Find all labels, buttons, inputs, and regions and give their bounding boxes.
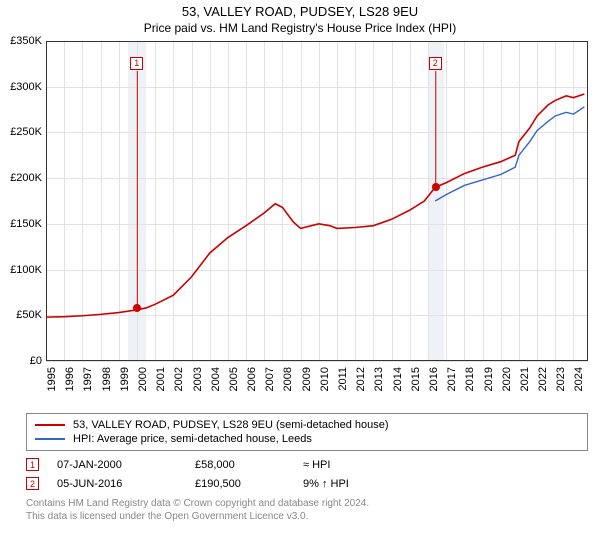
x-tick-label: 2012	[355, 367, 367, 391]
x-tick-label: 1996	[64, 367, 76, 391]
x-tick-label: 2013	[373, 367, 385, 391]
transaction-delta: ≈ HPI	[303, 459, 330, 471]
x-tick-label: 1998	[101, 367, 113, 391]
legend-label: HPI: Average price, semi-detached house,…	[73, 433, 312, 445]
x-tick-label: 2019	[483, 367, 495, 391]
footnote: Contains HM Land Registry data © Crown c…	[26, 497, 588, 523]
series-hpi	[435, 107, 584, 201]
x-tick-label: 2023	[555, 367, 567, 391]
chart-subtitle: Price paid vs. HM Land Registry's House …	[0, 19, 600, 41]
price-chart: £0£50K£100K£150K£200K£250K£300K£350K12	[46, 41, 588, 361]
x-tick-label: 2022	[537, 367, 549, 391]
x-tick-label: 2001	[155, 367, 167, 391]
chart-legend: 53, VALLEY ROAD, PUDSEY, LS28 9EU (semi-…	[26, 413, 588, 451]
transaction-delta: 9% ↑ HPI	[303, 478, 349, 490]
x-tick-label: 1997	[82, 367, 94, 391]
x-tick-label: 2000	[137, 367, 149, 391]
y-tick-label: £0	[0, 355, 42, 367]
transaction-price: £58,000	[195, 459, 285, 471]
series-price_paid	[46, 94, 584, 317]
x-tick-label: 2024	[573, 367, 585, 391]
x-tick-label: 2017	[446, 367, 458, 391]
x-tick-label: 2010	[319, 367, 331, 391]
y-tick-label: £200K	[0, 172, 42, 184]
y-tick-label: £100K	[0, 264, 42, 276]
x-tick-label: 2003	[192, 367, 204, 391]
legend-label: 53, VALLEY ROAD, PUDSEY, LS28 9EU (semi-…	[73, 419, 389, 431]
x-tick-label: 2005	[228, 367, 240, 391]
chart-title: 53, VALLEY ROAD, PUDSEY, LS28 9EU	[0, 0, 600, 19]
x-tick-label: 2020	[501, 367, 513, 391]
x-tick-label: 2007	[264, 367, 276, 391]
footnote-line2: This data is licensed under the Open Gov…	[26, 510, 588, 523]
legend-swatch	[35, 424, 65, 426]
y-tick-label: £250K	[0, 126, 42, 138]
transaction-row: 1 07-JAN-2000 £58,000 ≈ HPI	[26, 455, 588, 474]
footnote-line1: Contains HM Land Registry data © Crown c…	[26, 497, 588, 510]
x-tick-label: 1999	[119, 367, 131, 391]
x-tick-label: 2008	[282, 367, 294, 391]
x-tick-label: 2006	[246, 367, 258, 391]
x-tick-label: 2002	[173, 367, 185, 391]
y-tick-label: £300K	[0, 81, 42, 93]
x-tick-label: 2015	[410, 367, 422, 391]
legend-item: 53, VALLEY ROAD, PUDSEY, LS28 9EU (semi-…	[35, 418, 579, 432]
x-tick-label: 2009	[301, 367, 313, 391]
transaction-marker: 1	[26, 458, 39, 471]
x-tick-label: 2004	[210, 367, 222, 391]
y-tick-label: £150K	[0, 218, 42, 230]
legend-item: HPI: Average price, semi-detached house,…	[35, 432, 579, 446]
x-tick-label: 2011	[337, 367, 349, 391]
x-tick-label: 2016	[428, 367, 440, 391]
y-tick-label: £50K	[0, 309, 42, 321]
transaction-date: 05-JUN-2016	[57, 478, 177, 490]
transaction-date: 07-JAN-2000	[57, 459, 177, 471]
transaction-row: 2 05-JUN-2016 £190,500 9% ↑ HPI	[26, 474, 588, 493]
x-tick-label: 2021	[519, 367, 531, 391]
x-axis-ticks: 1995 1996 1997 1998 1999 2000 2001 2002 2003 2004…	[46, 361, 588, 405]
x-tick-label: 1995	[46, 367, 58, 391]
y-tick-label: £350K	[0, 35, 42, 47]
transaction-marker: 2	[26, 477, 39, 490]
transaction-rows: 1 07-JAN-2000 £58,000 ≈ HPI 2 05-JUN-2016 £190…	[26, 455, 588, 493]
x-tick-label: 2014	[392, 367, 404, 391]
legend-swatch	[35, 438, 65, 440]
transaction-price: £190,500	[195, 478, 285, 490]
x-tick-label: 2018	[464, 367, 476, 391]
